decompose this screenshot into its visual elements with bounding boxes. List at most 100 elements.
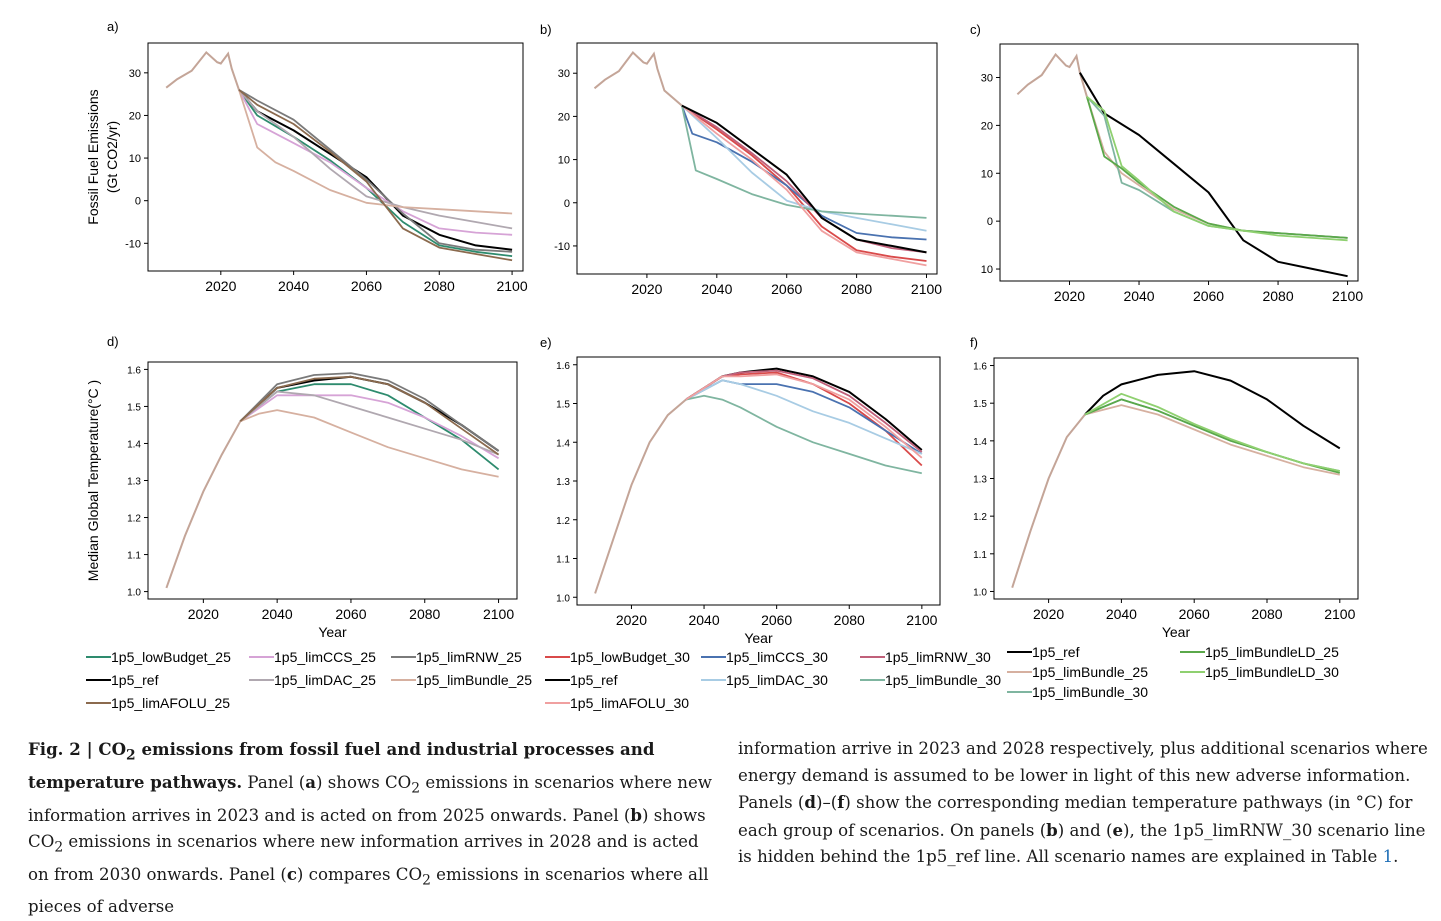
legend-label: 1p5_limBundle_25 [416,672,532,688]
y-tick-label: 20 [129,110,141,122]
y-tick-label: 0 [135,196,141,208]
y-tick-label: 1.6 [127,365,141,376]
x-tick-label: 2020 [1054,288,1085,304]
series-line-1p5_limDAC_30 [681,104,927,232]
series-line-1p5_ref [238,89,513,251]
table-ref-link[interactable]: 1 [1382,847,1394,867]
legend-item: 1p5_limBundle_25 [1007,664,1148,680]
caption-fig-label: Fig. 2 | CO [28,739,127,759]
series-line-history [593,51,683,107]
series-line-1p5_limBundle_30 [685,394,922,475]
x-tick-label: 2100 [911,281,942,297]
y-tick-label: 30 [129,68,141,80]
series-line-1p5_limBundleLD_30 [1084,392,1340,472]
x-tick-label: 2080 [1251,606,1282,622]
legend-label: 1p5_limRNW_30 [885,649,991,665]
caption-sub: 2 [126,747,136,764]
caption-text: emissions in scenarios where new informa… [28,832,699,885]
caption-title: Fig. 2 | CO2 emissions from fossil fuel … [28,739,654,792]
series-line-history [1016,52,1088,97]
legend-label: 1p5_ref [570,672,618,688]
y-tick-label: 1.3 [127,477,141,488]
legend-item: 1p5_lowBudget_25 [86,649,231,665]
series-line-1p5_limAFOLU_30 [685,373,923,459]
series-line-1p5_ref [1079,72,1348,278]
x-tick-label: 2060 [1179,606,1210,622]
y-tick-label: 1.4 [127,439,141,450]
series-line-1p5_limCCS_30 [681,105,927,241]
y-tick-label: -10 [125,238,141,250]
legend-label: 1p5_limBundle_25 [1032,664,1148,680]
series-line-1p5_limCCS_30 [685,379,923,455]
x-tick-label: 2020 [616,612,647,628]
legend-label: 1p5_ref [1032,644,1080,660]
legend-label: 1p5_limBundle_30 [885,672,1001,688]
series-line-1p5_limRNW_30 [681,104,927,254]
caption-text: ) shows CO [316,772,412,792]
series-line-1p5_limBundle_30 [1084,398,1340,472]
series-line-1p5_limCCS_25 [239,394,500,460]
plot-frame [576,356,941,606]
plot-frame [576,42,938,275]
series-line-history [165,50,240,91]
y-tick-label: 20 [558,111,570,123]
x-tick-label: 2040 [1123,288,1154,304]
caption-bold: d [804,792,817,813]
caption-bold: c [286,864,297,885]
y-tick-label: 10 [129,153,141,165]
caption-bold: b [1046,819,1058,840]
caption-text: )–( [816,793,838,813]
y-tick-label: 30 [981,73,993,85]
panel-letter: f) [970,335,978,350]
series-line-1p5_limBundle_25 [238,89,513,215]
legend-item: 1p5_limDAC_30 [701,672,828,688]
legend-3: 1p5_ref 1p5_limBundle_25 1p5_limBundle_30 1… [1007,644,1339,700]
y-tick-label: 0 [564,198,570,210]
caption-bold: a [305,771,317,792]
panel-e: e) 2020 2040 2060 2080 2100 1.0 1.1 1.2 1.3 1.4 1.5… [540,335,941,646]
x-tick-label: 2020 [1033,606,1064,622]
series-line-history [594,398,687,594]
x-tick-label: 2100 [1324,606,1355,622]
y-tick-label: 10 [981,168,993,180]
y-tick-label: 1.4 [556,438,570,449]
legend-label: 1p5_lowBudget_25 [111,649,231,665]
series-line-1p5_limDAC_30 [685,379,923,455]
legend-1: 1p5_lowBudget_25 1p5_limCCS_25 1p5_limRNW_… [86,649,532,711]
legend-item: 1p5_limRNW_25 [391,649,522,665]
legend-label: 1p5_limBundleLD_30 [1205,664,1339,680]
x-tick-label: 2080 [409,606,440,622]
series-line-1p5_limDAC_25 [239,390,499,456]
panel-b: b) 2020 2040 2060 2080 2100 30 20 10 0 -10 [540,22,942,297]
caption-title-rest: emissions from fossil fuel and industria… [28,739,655,792]
panel-letter: b) [540,22,552,37]
legend-item: 1p5_limBundle_30 [1007,684,1148,700]
y-tick-label: 1.1 [973,550,987,561]
legend-2: 1p5_lowBudget_30 1p5_limCCS_30 1p5_limRNW_… [545,649,1001,711]
y-tick-label: 1.2 [556,516,570,527]
y-tick-label: 1.2 [973,512,987,523]
legend-label: 1p5_lowBudget_30 [570,649,690,665]
series-line-1p5_ref [1084,370,1341,450]
caption-text: ) compares CO [296,865,423,885]
y-tick-label: 1.0 [973,587,987,598]
x-tick-label: 2100 [906,612,937,628]
y-tick-label: 1.1 [127,551,141,562]
caption-left: Fig. 2 | CO2 emissions from fossil fuel … [28,736,718,921]
panel-c: c) 2020 2040 2060 2080 2100 30 20 10 0 10 [970,22,1363,304]
y-tick-label: 1.1 [556,555,570,566]
series-line-1p5_limAFOLU_25 [238,89,513,262]
series-line-history [1011,413,1086,589]
x-tick-label: 2020 [205,278,236,294]
x-tick-label: 2040 [688,612,719,628]
series-line-1p5_limBundle_25 [1086,96,1348,239]
series-line-1p5_limCCS_25 [238,89,513,236]
x-axis-label: Year [318,624,347,640]
y-tick-label: 1.0 [127,588,141,599]
x-tick-label: 2080 [841,281,872,297]
caption-sub: 2 [54,839,64,856]
legend-label: 1p5_limBundle_30 [1032,684,1148,700]
caption-right: information arrive in 2023 and 2028 resp… [738,736,1428,871]
legend-item: 1p5_limCCS_25 [249,649,376,665]
series-line-1p5_lowBudget_25 [239,383,500,471]
